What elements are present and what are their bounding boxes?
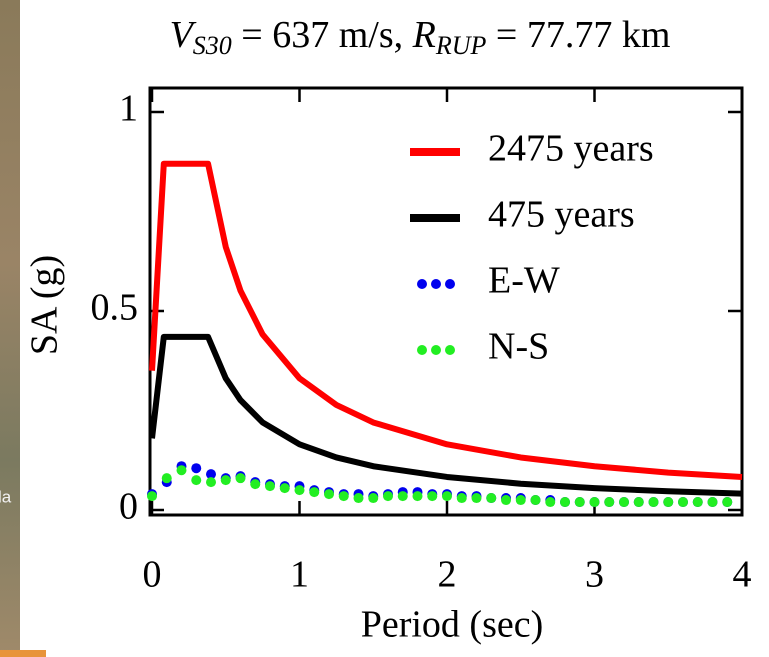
data-point <box>176 465 187 476</box>
data-point <box>663 497 674 508</box>
data-point <box>279 483 290 494</box>
data-point <box>309 487 320 498</box>
data-point <box>250 479 261 490</box>
legend-swatch <box>417 279 427 289</box>
title-part: R <box>412 14 436 56</box>
y-tick-label: 0.5 <box>91 287 139 329</box>
legend-swatch <box>431 345 441 355</box>
data-point <box>324 489 334 500</box>
title-part: RUP <box>435 31 487 60</box>
series-line <box>149 333 743 497</box>
data-point <box>604 497 615 508</box>
legend-swatch <box>417 345 427 355</box>
background-image-strip <box>0 0 20 657</box>
legend-swatch <box>431 279 441 289</box>
data-point <box>619 497 629 508</box>
data-point <box>678 497 688 508</box>
data-point <box>486 493 497 504</box>
data-point <box>707 497 718 508</box>
x-tick-label: 3 <box>585 554 604 596</box>
background-text: la <box>0 487 12 506</box>
data-point <box>338 491 349 502</box>
data-point <box>456 493 467 504</box>
data-point <box>692 497 703 508</box>
legend-label: E-W <box>488 260 560 302</box>
data-point <box>235 473 246 484</box>
data-point <box>545 497 556 508</box>
title-part: S30 <box>193 31 232 60</box>
data-point <box>560 497 570 508</box>
title-part: = 637 m/s, <box>232 14 413 56</box>
y-axis-label: SA (g) <box>24 255 66 355</box>
title-part: V <box>170 14 197 56</box>
data-point <box>368 493 379 504</box>
data-point <box>427 491 438 502</box>
data-point <box>191 463 202 474</box>
data-point <box>530 495 541 506</box>
data-point <box>220 475 231 486</box>
legend-label: 2475 years <box>488 128 654 170</box>
x-tick-label: 2 <box>438 554 457 596</box>
x-tick-label: 1 <box>290 554 309 596</box>
data-point <box>191 475 202 486</box>
data-point <box>412 491 423 502</box>
data-point <box>294 485 305 496</box>
data-point <box>633 497 644 508</box>
data-point <box>589 497 600 508</box>
data-point <box>147 491 157 502</box>
legend-label: N-S <box>488 326 549 368</box>
data-point <box>353 493 364 504</box>
title-part: = 77.77 km <box>486 14 670 56</box>
data-point <box>442 491 452 502</box>
data-point <box>722 497 733 508</box>
data-point <box>206 477 216 488</box>
series-line <box>149 160 743 480</box>
background-accent <box>0 650 46 657</box>
x-axis-label: Period (sec) <box>361 604 544 646</box>
data-point <box>265 481 275 492</box>
data-point <box>574 497 585 508</box>
y-tick-label: 1 <box>119 88 138 130</box>
x-tick-label: 4 <box>733 554 752 596</box>
data-point <box>161 473 172 484</box>
data-point <box>648 497 659 508</box>
legend-swatch <box>445 345 455 355</box>
data-point <box>397 491 408 502</box>
data-point <box>501 495 511 506</box>
chart-title: VS30 = 637 m/s, RRUP = 77.77 km <box>170 14 671 60</box>
y-tick-label: 0 <box>119 486 138 528</box>
legend-label: 475 years <box>488 194 635 236</box>
data-point <box>206 469 216 480</box>
legend-swatch <box>445 279 455 289</box>
x-tick-label: 0 <box>143 554 162 596</box>
data-point <box>515 495 526 506</box>
data-point <box>383 491 393 502</box>
data-point <box>471 493 482 504</box>
